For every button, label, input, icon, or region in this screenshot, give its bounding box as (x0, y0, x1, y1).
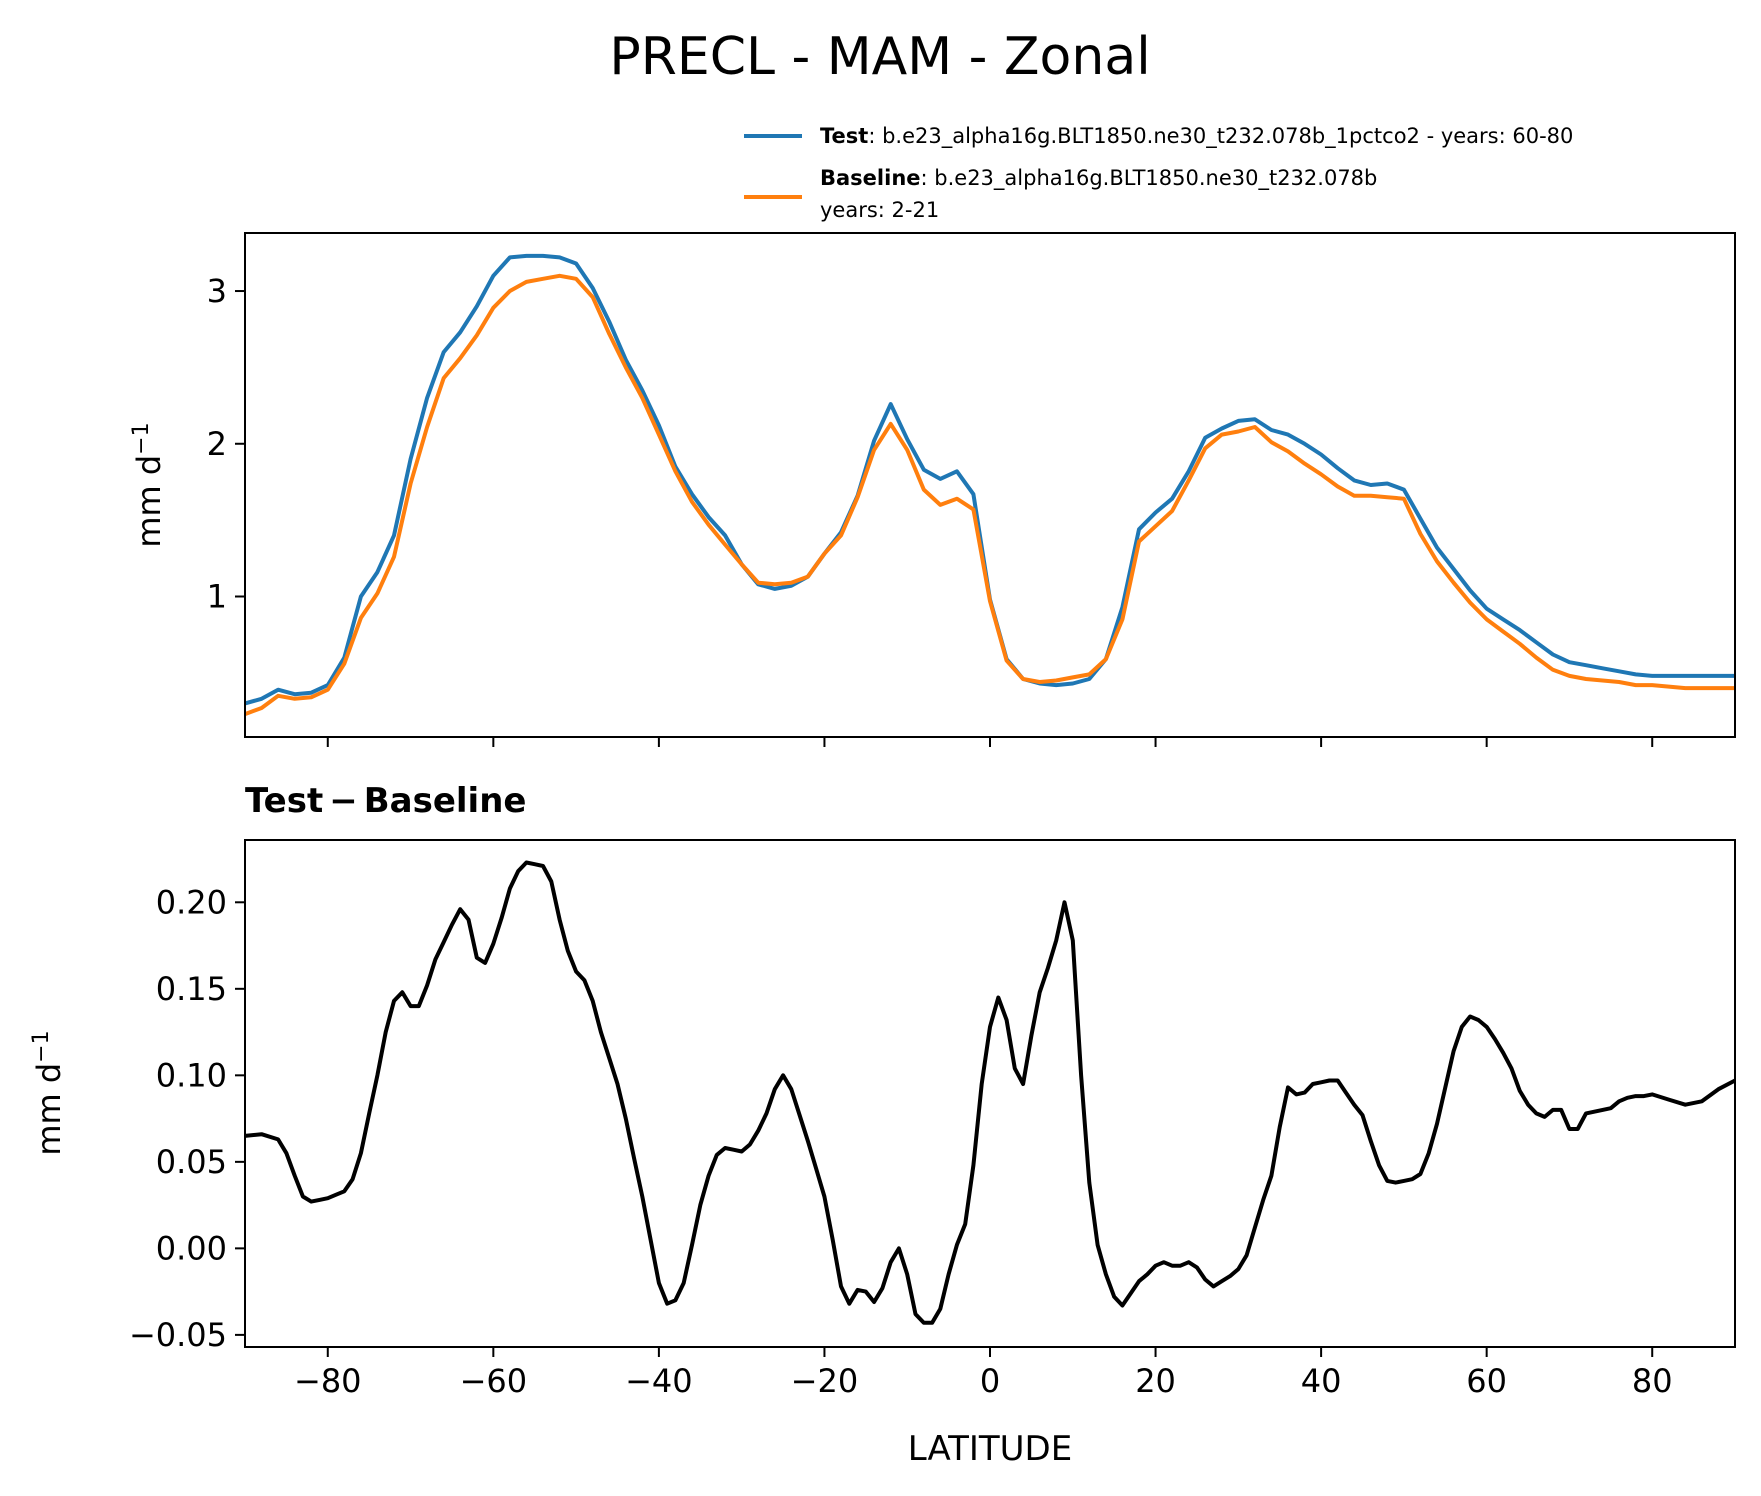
bottom-xtick-label: 80 (1632, 1362, 1673, 1400)
bottom-xtick-label: −20 (791, 1362, 859, 1400)
diff-title-test: Test (245, 781, 323, 821)
bottom-xtick-label: 20 (1135, 1362, 1176, 1400)
bottom-ytick-label: 0.20 (156, 883, 227, 921)
top-ylabel-main: mm d (130, 455, 168, 548)
bottom-xtick-label: 40 (1301, 1362, 1342, 1400)
top-ytick-label: 1 (207, 577, 227, 615)
bottom-yticks: −0.05 0.00 0.05 0.10 0.15 0.20 (129, 883, 245, 1354)
bottom-xtick-label: 0 (980, 1362, 1000, 1400)
top-series (244, 253, 1735, 716)
x-axis-label: LATITUDE (908, 1429, 1072, 1469)
bottom-ylabel-sup: −1 (29, 1030, 54, 1062)
bottom-ytick-label: 0.15 (156, 970, 227, 1008)
top-ytick-label: 2 (207, 425, 227, 463)
top-yticks: 1 2 3 (207, 272, 245, 615)
bottom-ytick-label: 0.10 (156, 1056, 227, 1094)
bottom-ylabel-main: mm d (30, 1063, 68, 1156)
legend-test-label: Test (820, 124, 868, 148)
bottom-series-line-test-baseline (244, 860, 1736, 1325)
bottom-xtick-label: −80 (294, 1362, 362, 1400)
bottom-ytick-label: −0.05 (129, 1316, 227, 1354)
top-panel: 1 2 3 mm d−1 (129, 232, 1736, 747)
legend-baseline-entry: Baseline: b.e23_alpha16g.BLT1850.ne30_t2… (820, 166, 1377, 191)
bottom-ytick-label: 0.05 (156, 1143, 227, 1181)
legend-baseline-label: Baseline (820, 166, 921, 190)
top-ytick-label: 3 (207, 272, 227, 310)
legend-baseline-text: : b.e23_alpha16g.BLT1850.ne30_t232.078b (921, 166, 1378, 191)
bottom-xtick-label: −40 (625, 1362, 693, 1400)
legend-test-text: : b.e23_alpha16g.BLT1850.ne30_t232.078b_… (868, 124, 1573, 149)
figure-title: PRECL - MAM - Zonal (609, 27, 1150, 87)
bottom-xticks: −80 −60 −40 −20 0 20 40 60 80 (294, 1347, 1673, 1400)
bottom-xtick-label: −60 (460, 1362, 528, 1400)
top-ylabel-sup: −1 (129, 422, 154, 454)
diff-title-baseline: Baseline (364, 781, 527, 821)
legend-test-entry: Test: b.e23_alpha16g.BLT1850.ne30_t232.0… (820, 124, 1573, 149)
legend: Test: b.e23_alpha16g.BLT1850.ne30_t232.0… (744, 124, 1573, 222)
bottom-xtick-label: 60 (1466, 1362, 1507, 1400)
top-ylabel: mm d−1 (129, 422, 168, 547)
top-xticks (326, 737, 1654, 747)
diff-title-operator: − (329, 781, 358, 821)
top-series-line-baseline (244, 273, 1735, 716)
bottom-panel: Test − Baseline −80 −60 −40 −20 0 20 40 60 80 −0.0… (29, 781, 1736, 1469)
bottom-ytick-label: 0.00 (156, 1229, 227, 1267)
bottom-ylabel: mm d−1 (29, 1030, 68, 1155)
bottom-series (244, 860, 1736, 1325)
diff-panel-title: Test − Baseline (245, 781, 526, 821)
legend-baseline-years: years: 2-21 (820, 198, 939, 222)
